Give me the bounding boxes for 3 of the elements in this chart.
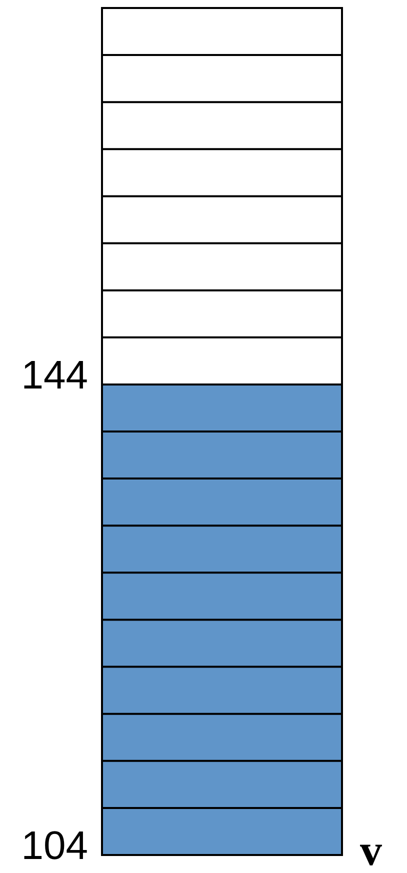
y-tick-label: 104 <box>21 824 88 868</box>
y-tick-label: 144 <box>21 353 88 398</box>
text: v <box>360 826 382 873</box>
